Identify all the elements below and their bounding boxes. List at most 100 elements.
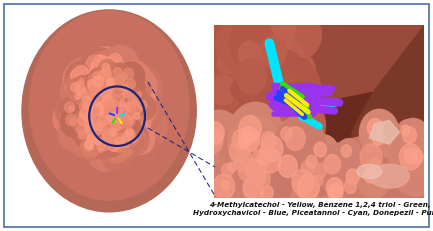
- Circle shape: [106, 109, 124, 128]
- Circle shape: [55, 93, 86, 126]
- Circle shape: [113, 101, 123, 111]
- Circle shape: [107, 90, 112, 95]
- Circle shape: [98, 128, 120, 150]
- Circle shape: [113, 103, 125, 116]
- Circle shape: [86, 118, 104, 136]
- Circle shape: [85, 126, 117, 160]
- Circle shape: [346, 169, 359, 184]
- Circle shape: [110, 72, 143, 107]
- Circle shape: [113, 101, 121, 110]
- Circle shape: [65, 124, 76, 136]
- Circle shape: [87, 75, 96, 85]
- Circle shape: [90, 97, 101, 108]
- Circle shape: [126, 110, 151, 136]
- Circle shape: [99, 137, 107, 146]
- Circle shape: [110, 109, 120, 121]
- Circle shape: [318, 167, 360, 218]
- Circle shape: [107, 67, 119, 80]
- Circle shape: [68, 65, 100, 99]
- Circle shape: [96, 65, 123, 94]
- Circle shape: [107, 123, 132, 151]
- Circle shape: [243, 159, 281, 204]
- Circle shape: [297, 174, 319, 200]
- Circle shape: [123, 103, 167, 149]
- Circle shape: [76, 85, 85, 95]
- Circle shape: [101, 137, 134, 172]
- Circle shape: [72, 68, 85, 82]
- Circle shape: [116, 62, 152, 100]
- Circle shape: [100, 71, 113, 86]
- Circle shape: [105, 114, 115, 125]
- Circle shape: [90, 110, 98, 119]
- Circle shape: [96, 100, 101, 106]
- Circle shape: [112, 89, 121, 97]
- Circle shape: [100, 139, 107, 147]
- Circle shape: [113, 80, 121, 90]
- Circle shape: [120, 73, 148, 103]
- Circle shape: [136, 100, 148, 113]
- Circle shape: [92, 97, 109, 114]
- Circle shape: [123, 87, 156, 123]
- Circle shape: [93, 76, 104, 87]
- Circle shape: [295, 153, 326, 190]
- Circle shape: [314, 176, 323, 186]
- Circle shape: [217, 176, 238, 200]
- Circle shape: [101, 107, 119, 125]
- Circle shape: [97, 101, 116, 122]
- Circle shape: [110, 119, 121, 131]
- Circle shape: [109, 70, 134, 97]
- Polygon shape: [344, 25, 424, 198]
- Circle shape: [72, 118, 97, 146]
- Circle shape: [80, 100, 121, 143]
- Circle shape: [122, 74, 134, 88]
- Circle shape: [97, 64, 124, 92]
- Circle shape: [251, 51, 297, 106]
- Circle shape: [108, 113, 151, 159]
- Circle shape: [85, 110, 96, 122]
- Circle shape: [104, 73, 110, 79]
- Circle shape: [92, 75, 114, 99]
- Circle shape: [101, 95, 107, 102]
- Circle shape: [194, 77, 235, 126]
- Circle shape: [216, 17, 263, 73]
- Circle shape: [93, 126, 127, 161]
- Circle shape: [102, 63, 110, 71]
- Circle shape: [89, 98, 114, 126]
- Circle shape: [109, 69, 120, 80]
- Circle shape: [110, 132, 135, 158]
- Circle shape: [68, 116, 83, 132]
- Circle shape: [103, 62, 133, 95]
- Circle shape: [105, 106, 111, 112]
- Circle shape: [82, 54, 125, 100]
- Circle shape: [117, 62, 145, 91]
- Circle shape: [83, 75, 96, 88]
- Circle shape: [84, 52, 120, 91]
- Circle shape: [90, 108, 122, 142]
- Circle shape: [202, 161, 256, 225]
- Circle shape: [107, 108, 123, 125]
- Circle shape: [81, 123, 96, 139]
- Circle shape: [91, 135, 107, 152]
- Circle shape: [281, 127, 292, 140]
- Circle shape: [129, 122, 136, 130]
- Circle shape: [87, 70, 114, 99]
- Circle shape: [84, 88, 107, 112]
- Circle shape: [100, 133, 112, 145]
- Circle shape: [90, 93, 98, 101]
- Circle shape: [60, 97, 85, 124]
- Circle shape: [82, 129, 106, 154]
- Circle shape: [100, 94, 123, 118]
- Circle shape: [114, 134, 128, 149]
- Circle shape: [90, 121, 97, 129]
- Circle shape: [287, 161, 341, 226]
- Circle shape: [116, 115, 128, 129]
- Circle shape: [108, 101, 129, 124]
- Circle shape: [85, 109, 95, 119]
- Circle shape: [87, 135, 94, 142]
- Circle shape: [275, 115, 325, 174]
- Circle shape: [115, 67, 150, 105]
- Circle shape: [113, 118, 131, 138]
- Circle shape: [231, 79, 249, 100]
- Circle shape: [98, 89, 108, 99]
- Circle shape: [84, 139, 95, 151]
